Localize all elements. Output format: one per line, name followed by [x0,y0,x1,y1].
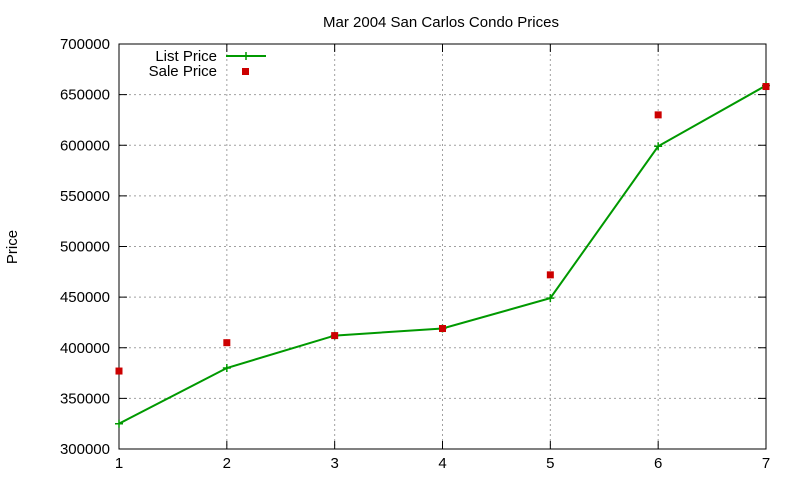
list-price-point [546,294,555,303]
list-price-point [222,364,231,372]
y-tick-label: 300000 [60,441,110,458]
legend: List Price Sale Price [149,48,266,80]
x-tick-label: 2 [223,455,231,472]
axis-ticks [118,43,767,450]
list-price-point [654,142,663,151]
y-axis-label: Price [4,230,21,264]
chart-title: Mar 2004 San Carlos Condo Prices [323,14,559,31]
legend-label-sale-price: Sale Price [149,63,217,80]
x-tick-label: 1 [115,455,123,472]
legend-marker-sale-price [242,68,249,75]
x-tick-label: 5 [546,455,554,472]
legend-label-list-price: List Price [155,48,217,65]
y-tick-label: 350000 [60,390,110,407]
sale-price-point [223,339,231,347]
tick-labels: 300000 350000 400000 450000 500000 550000 6000… [60,36,770,472]
series-layer [115,81,770,428]
sale-price-point [331,332,339,340]
x-tick-label: 6 [654,455,662,472]
y-tick-label: 500000 [60,239,110,256]
list-price-point [115,419,123,428]
legend-marker-list-price [242,52,250,60]
x-tick-label: 7 [762,455,770,472]
sale-price-point [546,271,554,279]
y-tick-label: 400000 [60,340,110,357]
y-tick-label: 700000 [60,36,110,53]
y-tick-label: 450000 [60,289,110,306]
sale-price-point [439,325,446,333]
y-tick-label: 550000 [60,188,110,205]
x-tick-label: 3 [330,455,338,472]
grid-lines [119,44,766,449]
y-tick-label: 650000 [60,87,110,104]
sale-price-point [115,367,123,375]
y-tick-label: 600000 [60,137,110,154]
sale-price-point [762,83,770,91]
sale-price-point [654,111,662,119]
x-tick-label: 4 [438,455,446,472]
